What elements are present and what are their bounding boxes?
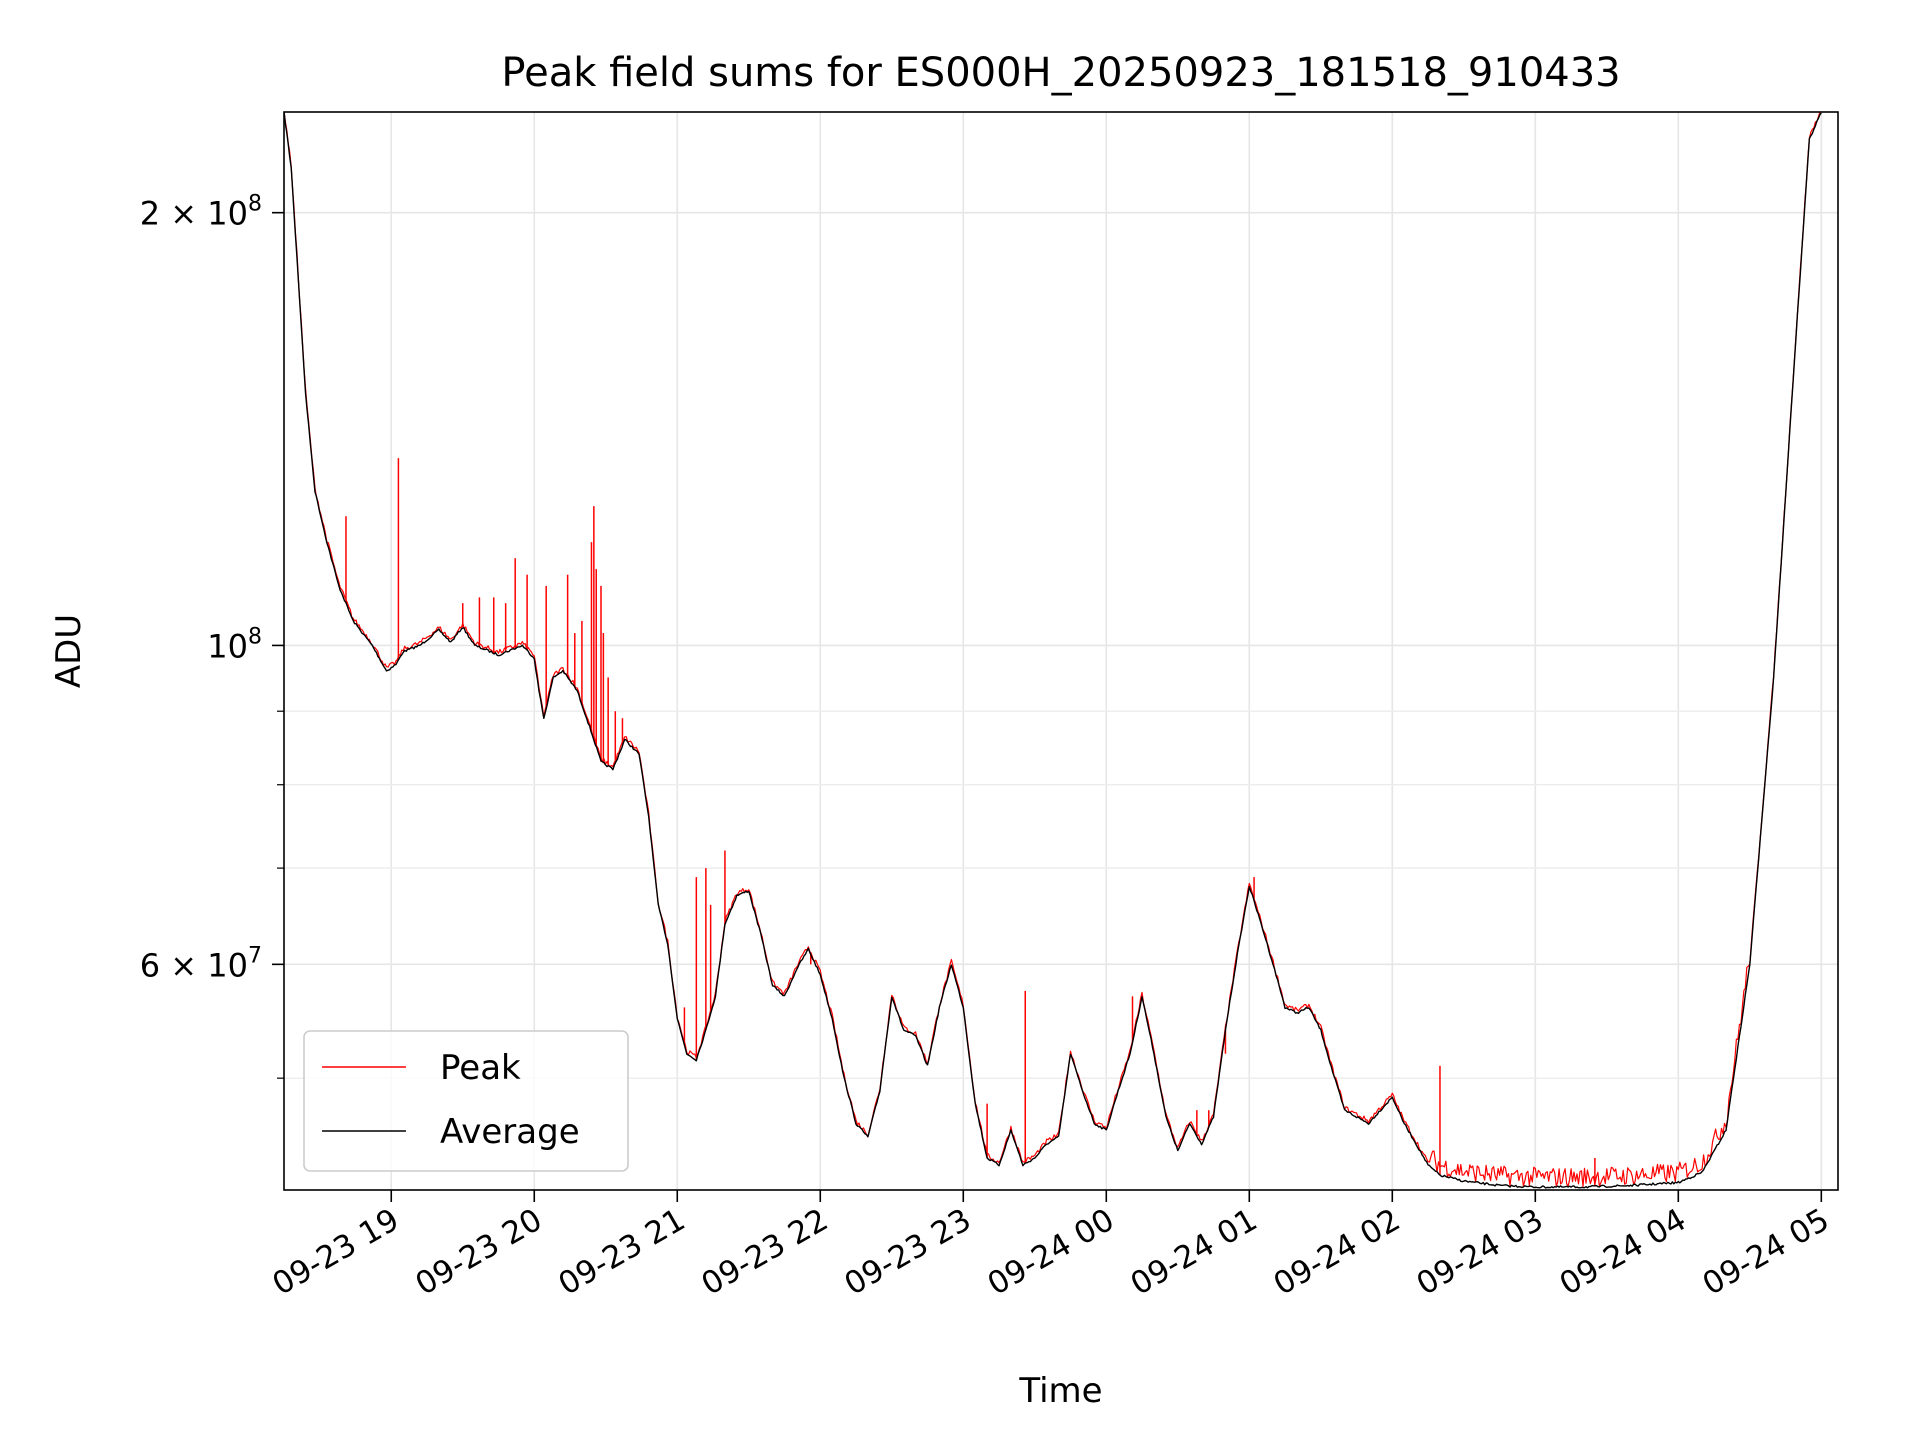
grid: [284, 112, 1838, 1190]
legend: Peak Average: [303, 1030, 629, 1172]
x-axis-label: Time: [1018, 1371, 1102, 1411]
legend-label-average: Average: [440, 1112, 580, 1152]
y-tick-label: 6 × 107: [140, 943, 262, 984]
legend-box: [303, 1030, 629, 1172]
y-axis-label: ADU: [49, 614, 89, 688]
peak-spikes: [345, 458, 1596, 1187]
y-tick-label: 108: [207, 624, 262, 665]
y-tick-label: 2 × 108: [140, 192, 262, 233]
plot-frame: [283, 111, 1839, 1191]
series-line-average: [284, 112, 1822, 1189]
legend-label-peak: Peak: [440, 1048, 521, 1088]
y-axis: 2 × 108 108 6 × 107: [140, 192, 284, 1079]
chart-title: Peak field sums for ES000H_20250923_1815…: [501, 50, 1620, 96]
